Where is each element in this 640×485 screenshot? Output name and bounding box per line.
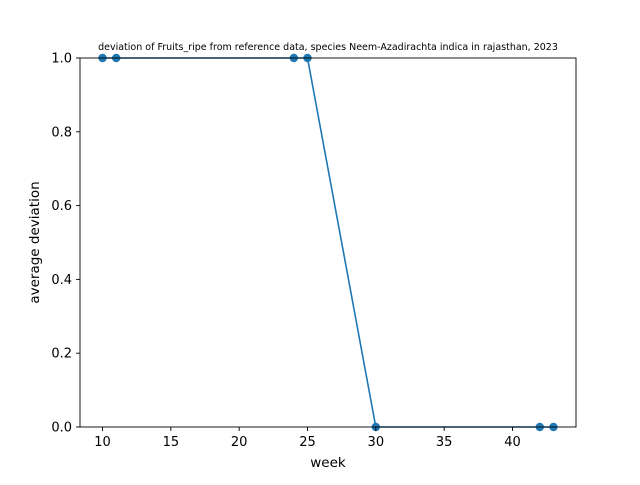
plot-background <box>80 58 576 427</box>
x-tick-label: 10 <box>94 435 111 450</box>
y-tick-label: 0.4 <box>51 273 72 288</box>
plot-area <box>80 58 576 427</box>
x-tick-label: 25 <box>299 435 316 450</box>
ticks: 10 15 20 25 30 35 40 0.0 0.2 0.4 0.6 0.8 1.0 <box>51 52 520 451</box>
x-tick-label: 40 <box>504 435 521 450</box>
y-tick-label: 0.6 <box>51 199 72 214</box>
y-axis-label: average deviation <box>27 181 43 303</box>
y-tick-label: 0.8 <box>51 125 72 140</box>
x-tick-label: 35 <box>436 435 453 450</box>
y-tick-label: 0.0 <box>51 421 72 436</box>
x-tick-label: 20 <box>231 435 248 450</box>
y-tick-label: 0.2 <box>51 347 72 362</box>
y-tick-label: 1.0 <box>51 52 72 67</box>
x-axis-label: week <box>310 455 346 471</box>
x-tick-label: 15 <box>163 435 180 450</box>
axes-frame <box>79 57 577 428</box>
axes-spines <box>79 57 577 428</box>
chart-title: deviation of Fruits_ripe from reference … <box>98 42 558 53</box>
x-tick-label: 30 <box>368 435 385 450</box>
